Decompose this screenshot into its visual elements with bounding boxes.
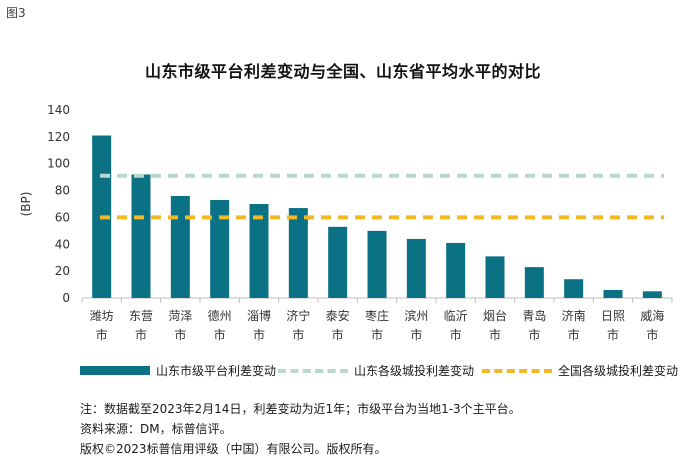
category-label: 市 — [646, 327, 658, 342]
category-label: 市 — [96, 327, 108, 342]
category-label: 市 — [253, 327, 265, 342]
bar — [170, 195, 190, 298]
figure-label: 图3 — [6, 6, 26, 20]
category-label: 市 — [410, 327, 422, 342]
y-axis-title: (BP) — [19, 192, 33, 217]
bar — [288, 208, 308, 298]
chart-title: 山东市级平台利差变动与全国、山东省平均水平的对比 — [144, 62, 541, 81]
category-label: 滨州 — [404, 308, 428, 323]
legend-label-shandong-avg: 山东各级城投利差变动 — [354, 364, 475, 378]
legend-swatch-green-dash — [278, 368, 348, 373]
bar — [328, 226, 348, 298]
category-label: 日照 — [601, 309, 625, 323]
y-tick-label: 60 — [55, 210, 70, 224]
legend-item-city-platform: 山东市级平台利差变动 — [80, 362, 276, 379]
bar-chart: (BP) 0 20 40 60 80 100 120 140 潍坊市 东营市 菏泽市 德州市 淄博市 济宁市… — [19, 103, 673, 342]
note-line-2: 资料来源：DM，标普信评。 — [80, 422, 232, 436]
category-label: 威海 — [640, 308, 664, 323]
y-tick-label: 100 — [47, 157, 70, 171]
y-tick-label: 40 — [55, 237, 70, 251]
y-tick-label: 140 — [47, 103, 70, 117]
note-line-1: 注：数据截至2023年2月14日，利差变动为近1年；市级平台为当地1-3个主平台… — [80, 402, 521, 416]
category-label: 市 — [528, 327, 540, 342]
bar — [524, 267, 544, 298]
category-label: 泰安 — [326, 308, 350, 323]
bar — [406, 238, 426, 298]
category-label: 德州 — [208, 308, 232, 323]
y-tick-label: 20 — [55, 264, 70, 278]
category-label: 潍坊 — [90, 308, 114, 323]
category-label: 烟台 — [483, 308, 507, 323]
note-line-3: 版权©2023标普信用评级（中国）有限公司。版权所有。 — [80, 442, 387, 456]
chart-legend: 山东市级平台利差变动 山东各级城投利差变动 全国各级城投利差变动 — [0, 362, 686, 382]
category-label: 菏泽 — [168, 309, 192, 323]
category-label: 市 — [489, 327, 501, 342]
bar — [210, 199, 230, 298]
y-tick-label: 0 — [62, 291, 70, 305]
category-label: 市 — [135, 327, 147, 342]
category-label: 淄博 — [247, 308, 271, 323]
category-label: 市 — [568, 327, 580, 342]
bar — [564, 279, 584, 298]
bar — [485, 256, 505, 298]
category-label: 济南 — [562, 308, 586, 323]
bar — [642, 291, 662, 298]
bar — [367, 230, 387, 298]
bar — [603, 289, 623, 298]
category-label: 东营 — [129, 309, 153, 323]
bar — [446, 242, 466, 298]
category-label: 济宁 — [286, 308, 310, 323]
category-label: 临沂 — [444, 309, 468, 323]
category-label: 市 — [332, 327, 344, 342]
bar — [249, 204, 269, 298]
legend-label-city-platform: 山东市级平台利差变动 — [156, 364, 277, 378]
legend-item-shandong-avg: 山东各级城投利差变动 — [278, 362, 474, 379]
category-label: 市 — [214, 327, 226, 342]
legend-item-national-avg: 全国各级城投利差变动 — [482, 362, 678, 379]
y-tick-label: 120 — [47, 130, 70, 144]
category-label: 青岛 — [522, 308, 546, 323]
legend-swatch-bar — [80, 366, 150, 375]
category-label: 市 — [450, 327, 462, 342]
legend-label-national-avg: 全国各级城投利差变动 — [558, 364, 679, 378]
category-label: 市 — [174, 327, 186, 342]
bar — [131, 174, 151, 298]
category-label: 枣庄 — [365, 308, 389, 323]
category-label: 市 — [292, 327, 304, 342]
y-tick-label: 80 — [55, 184, 70, 198]
legend-swatch-yellow-dash — [482, 368, 552, 373]
chart-notes: 注：数据截至2023年2月14日，利差变动为近1年；市级平台为当地1-3个主平台… — [80, 399, 521, 459]
category-label: 市 — [371, 327, 383, 342]
category-label: 市 — [607, 327, 619, 342]
